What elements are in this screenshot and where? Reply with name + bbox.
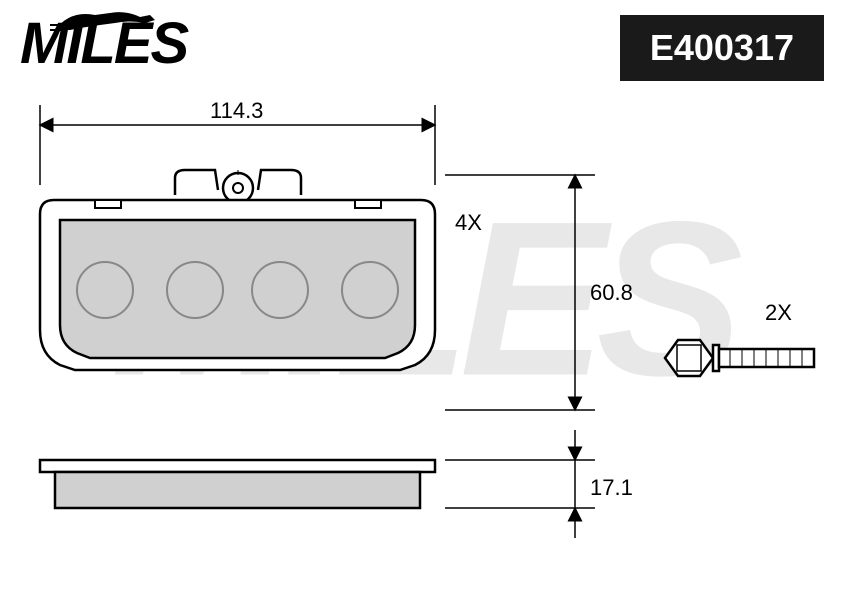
technical-drawing: 114.3 4X 60.8 [0,0,844,597]
bolt: 2X [665,300,814,376]
dim-width-label: 114.3 [210,98,263,123]
dim-height-label: 60.8 [590,280,633,305]
logo-hound-icon [50,5,170,35]
brake-pad-side-view [40,460,435,508]
brake-pad-top-view [40,200,435,370]
qty-pad-label: 4X [455,210,482,235]
qty-bolt-label: 2X [765,300,792,325]
dimension-thickness: 17.1 [445,430,633,538]
brand-logo: MILES [20,10,187,77]
dim-thickness-label: 17.1 [590,475,633,500]
part-number-badge: E400317 [620,15,824,81]
